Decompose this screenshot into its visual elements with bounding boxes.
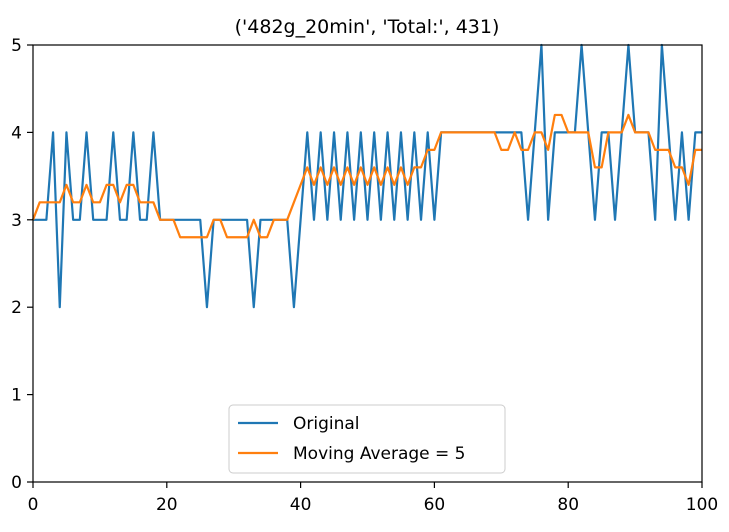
y-tick-label: 5 xyxy=(11,36,22,56)
x-tick-label: 100 xyxy=(686,495,718,515)
x-tick-label: 0 xyxy=(28,495,39,515)
legend-label-0: Original xyxy=(293,414,360,434)
legend: Original Moving Average = 5 xyxy=(228,404,506,474)
series-line-1 xyxy=(31,113,702,239)
y-tick-label: 4 xyxy=(11,123,22,143)
axes-layer: 0 20 40 60 80 100 0 1 2 3 4 5 xyxy=(11,36,718,515)
y-tick-label: 1 xyxy=(11,386,22,406)
y-tick-label: 0 xyxy=(11,473,22,493)
chart-title: ('482g_20min', 'Total:', 431) xyxy=(235,16,500,38)
series-layer xyxy=(31,43,702,309)
x-tick-label: 40 xyxy=(290,495,312,515)
y-tick-label: 2 xyxy=(11,298,22,318)
plot-frame xyxy=(32,44,703,483)
x-tick-label: 80 xyxy=(557,495,579,515)
legend-box xyxy=(228,404,506,474)
series-line-0 xyxy=(33,43,702,309)
y-tick-label: 3 xyxy=(11,211,22,231)
legend-label-1: Moving Average = 5 xyxy=(293,444,466,464)
x-tick-label: 20 xyxy=(156,495,178,515)
x-tick-label: 60 xyxy=(424,495,446,515)
